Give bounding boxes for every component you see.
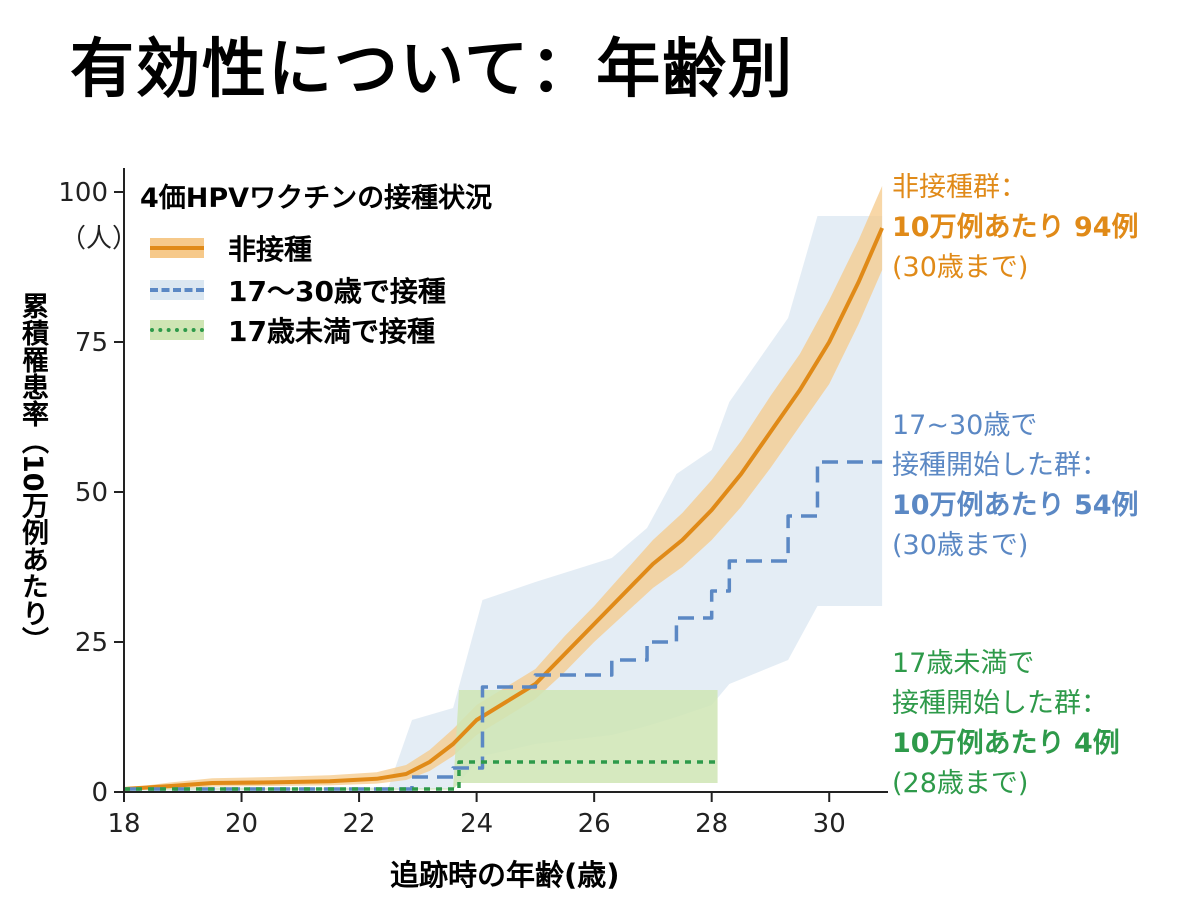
annotation-unvaccinated: 非接種群： 10万例あたり 94例 (30歳まで): [892, 168, 1139, 288]
series-line-2: [124, 760, 718, 791]
legend-swatch-vaccinated-under-17: [150, 316, 204, 344]
legend-label-vaccinated-under-17: 17歳未満で接種: [228, 315, 435, 348]
legend-item-vaccinated-under-17: 17歳未満で接種: [150, 312, 435, 348]
y-tick-label-0: 0: [91, 778, 108, 808]
annotation-vaccinated-under-17-age: (28歳まで): [892, 768, 1029, 799]
legend-title: 4価HPVワクチンの接種状況: [140, 183, 493, 214]
annotation-vaccinated-under-17-line1: 17歳未満で: [892, 648, 1035, 679]
y-tick-label-2: 50: [75, 478, 108, 508]
legend-item-vaccinated-17-30: 17〜30歳で接種: [150, 272, 446, 308]
annotation-vaccinated-17-30-line1: 17~30歳で: [892, 410, 1038, 441]
series-line-0: [123, 227, 884, 791]
legend-swatch-vaccinated-17-30: [150, 276, 204, 304]
x-tick-label-2: 22: [343, 809, 376, 839]
page-title: 有効性について：年齢別: [70, 33, 795, 107]
x-axis-label: 追跡時の年齢(歳): [390, 858, 620, 892]
annotation-vaccinated-under-17-line2: 接種開始した群：: [892, 688, 1108, 719]
y-tick-label-3: 75: [75, 328, 108, 358]
annotation-vaccinated-17-30-rate: 10万例あたり 54例: [892, 490, 1139, 521]
legend-item-unvaccinated: 非接種: [150, 230, 312, 266]
annotation-vaccinated-17-30: 17~30歳で 接種開始した群： 10万例あたり 54例 (30歳まで): [892, 406, 1139, 566]
x-tick-label-6: 30: [813, 809, 846, 839]
legend-label-unvaccinated: 非接種: [228, 233, 313, 266]
y-axis-label: 累積罹患率（10万例あたり）: [17, 292, 48, 654]
x-tick-label-1: 20: [225, 809, 258, 839]
series-line-1: [124, 460, 883, 791]
y-tick-label-1: 25: [75, 628, 108, 658]
annotation-vaccinated-under-17: 17歳未満で 接種開始した群： 10万例あたり 4例 (28歳まで): [892, 644, 1120, 804]
x-tick-label-5: 28: [695, 809, 728, 839]
annotation-vaccinated-17-30-age: (30歳まで): [892, 530, 1029, 561]
x-tick-label-4: 26: [578, 809, 611, 839]
ci-band-series-1: [124, 216, 883, 791]
y-tick-label-4: 100: [58, 178, 108, 208]
annotation-unvaccinated-line1: 非接種群：: [892, 172, 1027, 203]
ci-band-series-2: [124, 690, 718, 790]
annotation-unvaccinated-rate: 10万例あたり 94例: [892, 212, 1139, 243]
annotation-vaccinated-under-17-rate: 10万例あたり 4例: [892, 728, 1120, 759]
y-axis-unit: （人）: [60, 224, 139, 254]
x-tick-label-3: 24: [460, 809, 493, 839]
x-tick-label-0: 18: [107, 809, 140, 839]
legend-swatch-unvaccinated: [150, 234, 204, 262]
legend-label-vaccinated-17-30: 17〜30歳で接種: [228, 275, 446, 308]
annotation-unvaccinated-age: (30歳まで): [892, 252, 1029, 283]
annotation-vaccinated-17-30-line2: 接種開始した群：: [892, 450, 1108, 481]
